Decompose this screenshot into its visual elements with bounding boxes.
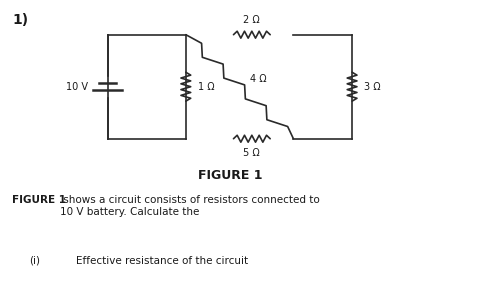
Text: 4 Ω: 4 Ω — [250, 75, 266, 84]
Text: 2 Ω: 2 Ω — [243, 15, 260, 25]
Text: 1): 1) — [12, 13, 28, 27]
Text: shows a circuit consists of resistors connected to
10 V battery. Calculate the: shows a circuit consists of resistors co… — [60, 195, 319, 217]
Text: 3 Ω: 3 Ω — [364, 82, 380, 92]
Text: Effective resistance of the circuit: Effective resistance of the circuit — [76, 256, 247, 266]
Text: FIGURE 1: FIGURE 1 — [197, 169, 262, 182]
Text: 10 V: 10 V — [66, 82, 88, 92]
Text: FIGURE 1: FIGURE 1 — [12, 195, 66, 205]
Text: (i): (i) — [29, 256, 40, 266]
Text: 5 Ω: 5 Ω — [243, 148, 260, 158]
Text: 1 Ω: 1 Ω — [198, 82, 214, 92]
